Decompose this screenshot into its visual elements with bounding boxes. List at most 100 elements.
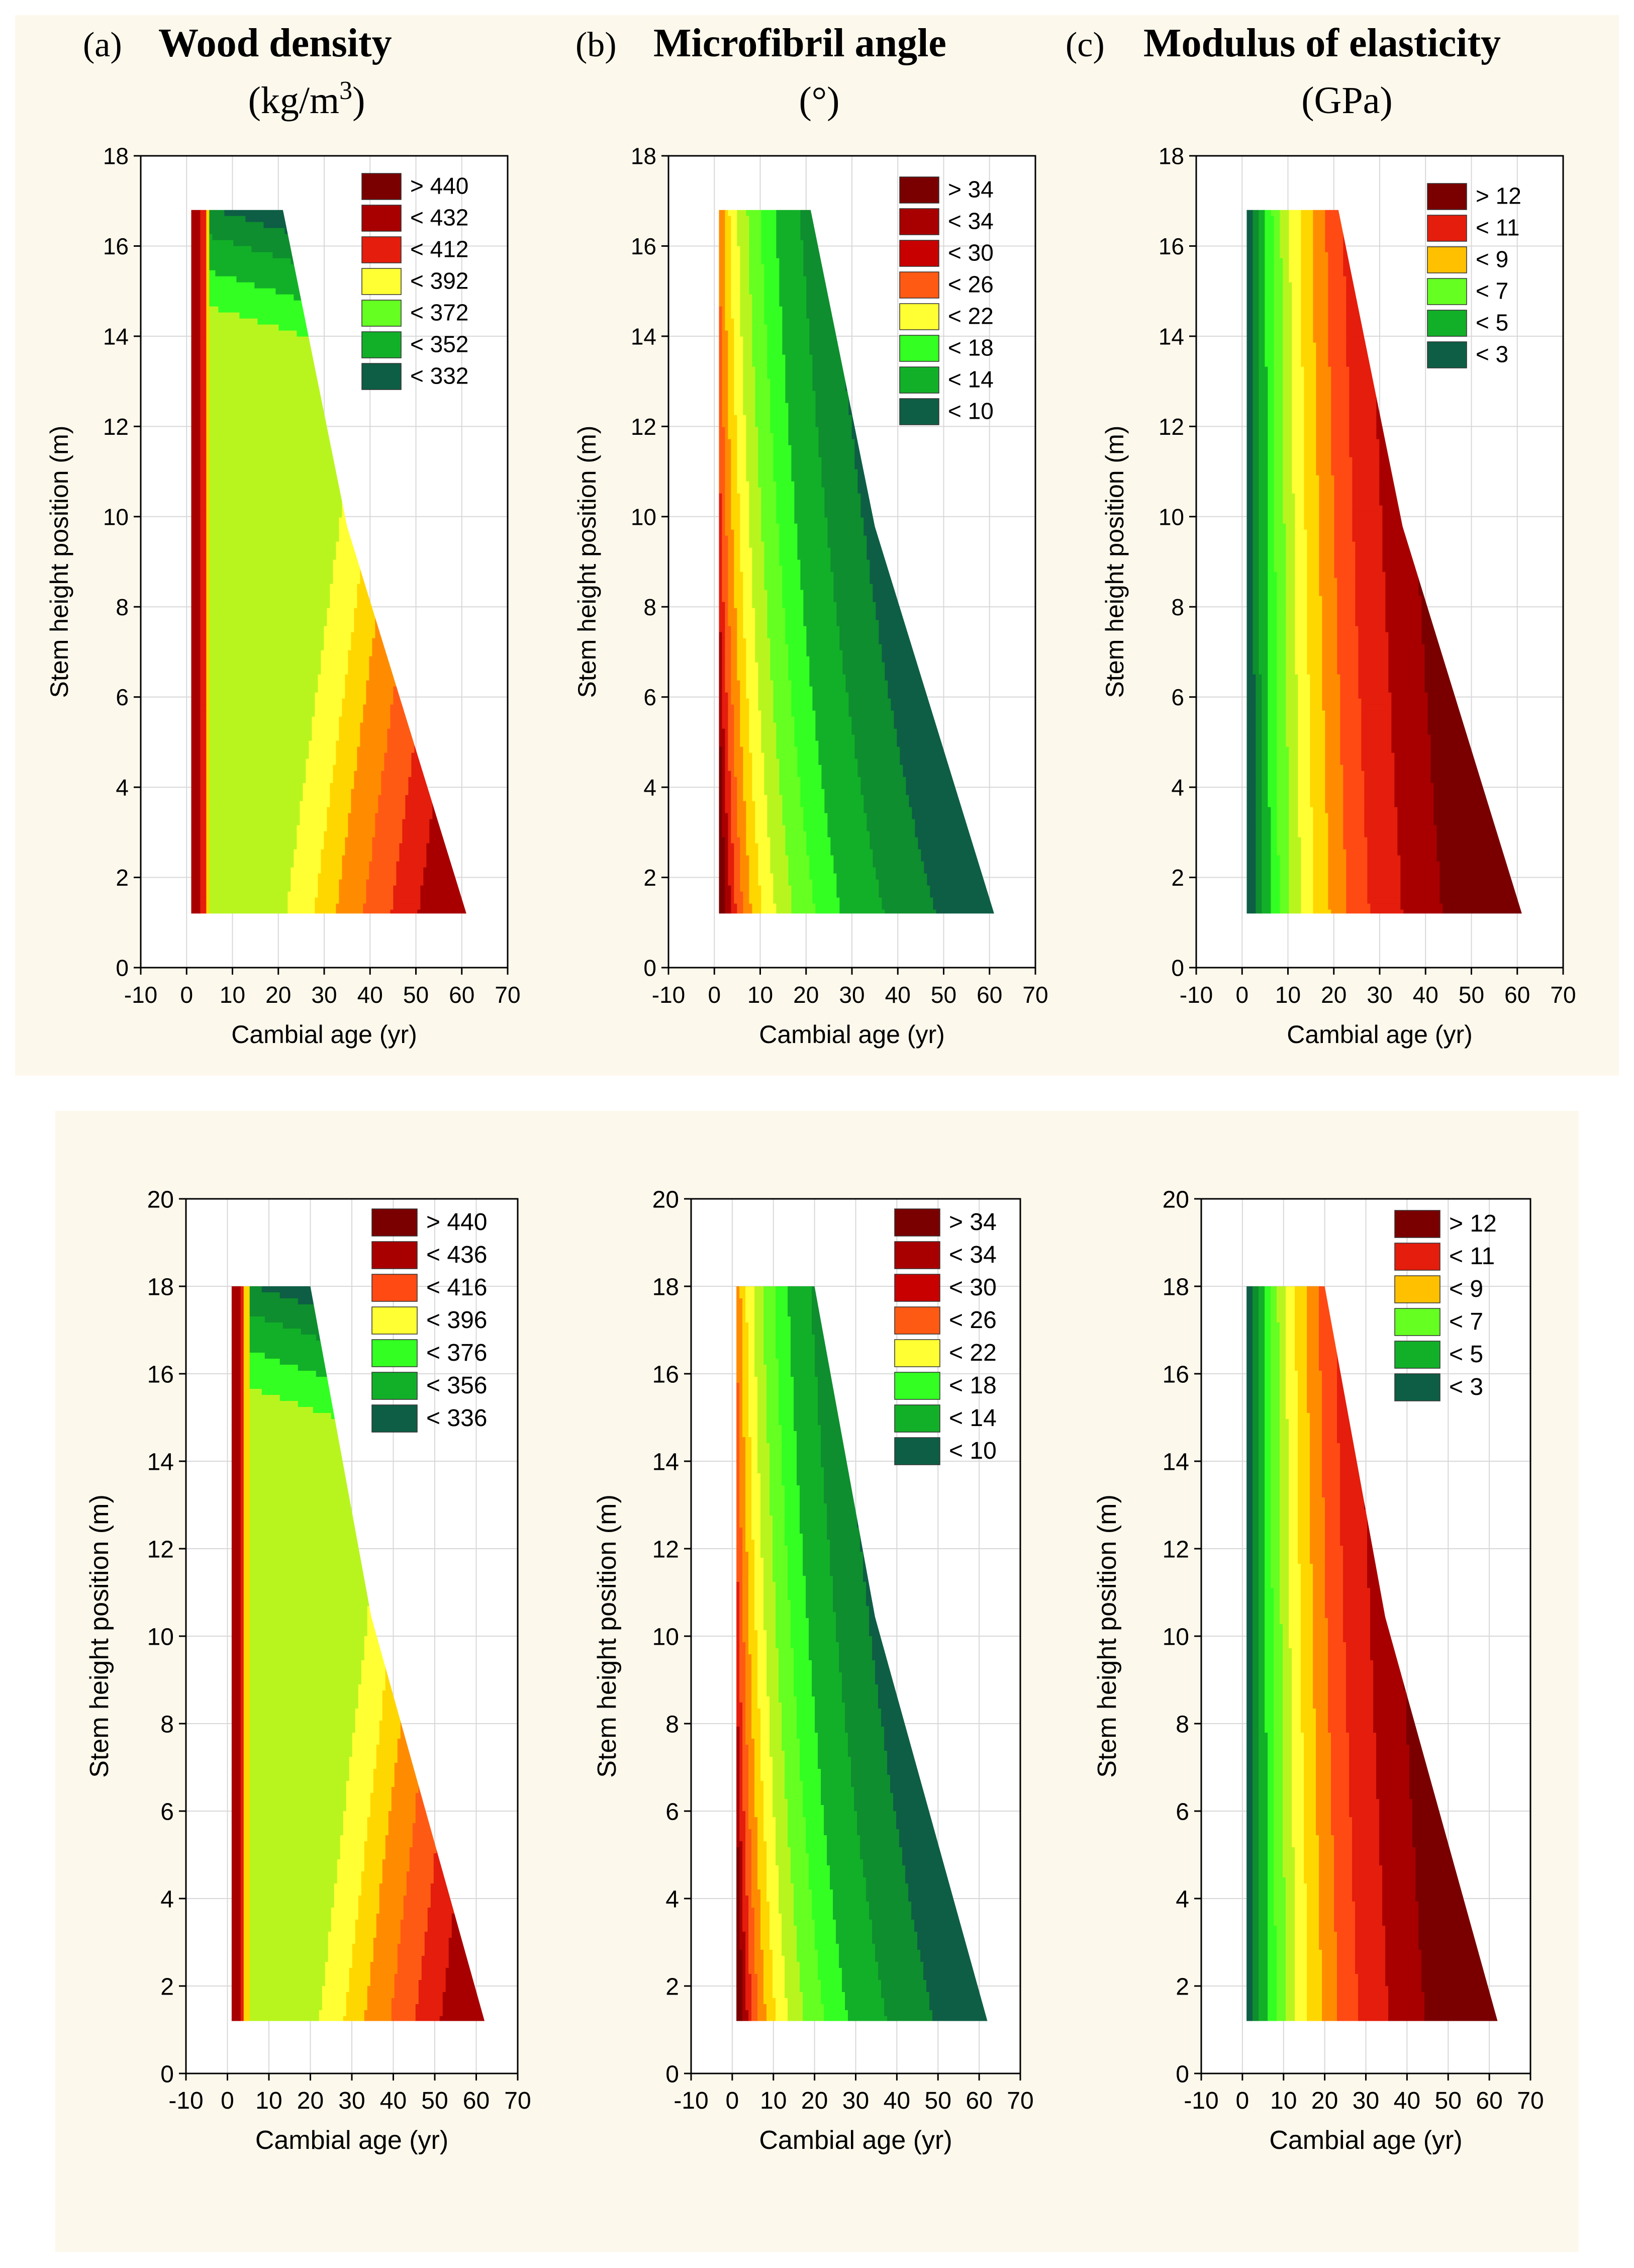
contour-cell [1259, 614, 1268, 621]
legend-label: < 372 [410, 300, 468, 326]
contour-cell [206, 698, 210, 705]
contour-cell [1346, 348, 1374, 355]
contour-cell [731, 819, 737, 826]
contour-cell [1328, 891, 1347, 898]
contour-cell [734, 565, 740, 573]
contour-cell [303, 795, 330, 802]
contour-cell [1355, 565, 1383, 573]
contour-cell [1358, 644, 1389, 651]
contour-cell [231, 1304, 241, 1311]
contour-cell [209, 752, 309, 760]
contour-cell [1259, 348, 1265, 355]
contour-cell [842, 668, 885, 675]
contour-cell [206, 288, 210, 295]
contour-cell [767, 354, 786, 361]
contour-cell [249, 1769, 350, 1775]
contour-cell [249, 1829, 344, 1836]
contour-cell [297, 825, 327, 832]
contour-cell [836, 885, 879, 892]
contour-cell [731, 228, 737, 235]
contour-cell [1292, 379, 1304, 386]
contour-cell [249, 1377, 335, 1383]
contour-cell [722, 499, 725, 506]
contour-cell [240, 1606, 244, 1613]
contour-cell [306, 777, 333, 784]
contour-cell [336, 909, 363, 914]
contour-cell [749, 282, 764, 289]
contour-cell [1307, 620, 1322, 627]
contour-cell [752, 565, 764, 573]
contour-cell [719, 252, 725, 259]
contour-cell [728, 590, 734, 597]
contour-cell [191, 330, 201, 337]
contour-cell [1349, 427, 1377, 434]
contour-cell [231, 1823, 241, 1830]
contour-cell [240, 1347, 244, 1353]
contour-cell [773, 879, 789, 886]
contour-cell [249, 1618, 368, 1625]
legend-label: < 22 [948, 303, 994, 329]
contour-cell [231, 1329, 241, 1335]
contour-cell [243, 1690, 250, 1697]
contour-cell [722, 831, 728, 838]
contour-cell [848, 704, 891, 711]
contour-cell [806, 638, 840, 645]
contour-cell [749, 481, 758, 488]
contour-cell [291, 867, 321, 874]
legend: > 440< 432< 412< 392< 372< 352< 332 [361, 173, 468, 390]
contour-cell [737, 481, 749, 488]
contour-cell [737, 825, 746, 832]
contour-cell [1277, 662, 1286, 669]
contour-cell [740, 837, 746, 844]
contour-cell [1325, 222, 1343, 229]
contour-cell [752, 324, 767, 331]
contour-cell [1295, 620, 1307, 627]
contour-cell [1286, 668, 1295, 675]
contour-cell [1246, 330, 1253, 337]
contour-cell [1271, 843, 1277, 850]
contour-cell [206, 903, 210, 910]
contour-cell [743, 409, 755, 416]
contour-cell [206, 529, 210, 536]
contour-cell [240, 1322, 244, 1329]
contour-cell [1246, 228, 1253, 235]
contour-cell [345, 674, 369, 681]
contour-cell [1246, 837, 1256, 844]
contour-cell [1277, 632, 1286, 639]
contour-cell [1352, 481, 1380, 488]
contour-cell [719, 614, 725, 621]
contour-cell [755, 656, 771, 663]
contour-cell [209, 415, 354, 422]
contour-cell [231, 1461, 241, 1468]
contour-cell [206, 523, 210, 530]
contour-cell [1286, 704, 1298, 711]
contour-cell [315, 698, 342, 705]
contour-cell [737, 644, 746, 651]
contour-cell [1361, 716, 1392, 723]
contour-cell [191, 348, 201, 355]
contour-cell [1286, 686, 1298, 693]
contour-cell [728, 879, 734, 886]
contour-cell [243, 1329, 250, 1335]
contour-cell [1253, 638, 1259, 645]
y-tick-label: 10 [103, 504, 129, 530]
contour-cell [231, 1775, 241, 1781]
contour-cell [1310, 746, 1325, 753]
contour-cell [231, 1847, 241, 1854]
contour-cell [1253, 222, 1259, 229]
contour-cell [249, 1709, 356, 1715]
contour-cell [1246, 903, 1256, 910]
contour-cell [321, 668, 348, 675]
contour-cell [770, 861, 789, 868]
contour-cell [191, 469, 201, 476]
contour-cell [240, 1896, 244, 1902]
contour-cell [391, 1787, 419, 1793]
contour-cell [1322, 698, 1340, 705]
y-tick-label: 10 [1159, 504, 1184, 530]
contour-cell [758, 855, 771, 862]
contour-cell [1262, 752, 1268, 760]
contour-cell [746, 210, 761, 217]
contour-cell [725, 686, 731, 693]
contour-cell [315, 692, 345, 699]
contour-cell [1286, 662, 1295, 669]
